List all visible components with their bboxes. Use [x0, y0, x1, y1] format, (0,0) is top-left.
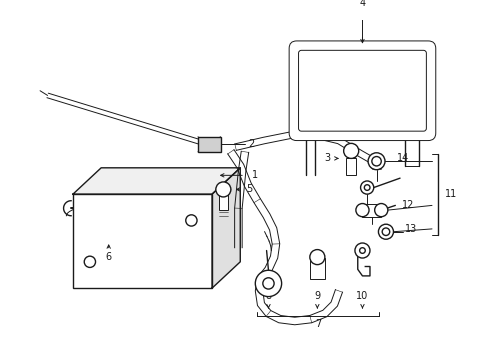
Circle shape — [215, 182, 230, 197]
Text: 10: 10 — [356, 291, 368, 301]
Text: 5: 5 — [245, 184, 252, 194]
Bar — [362, 203, 381, 217]
Circle shape — [84, 256, 95, 267]
Circle shape — [343, 143, 358, 158]
Bar — [73, 194, 212, 288]
Text: 3: 3 — [324, 153, 330, 163]
Circle shape — [359, 248, 365, 253]
Text: 14: 14 — [396, 153, 408, 163]
Circle shape — [371, 157, 381, 166]
Circle shape — [367, 153, 384, 170]
Text: 1: 1 — [251, 170, 257, 180]
Polygon shape — [73, 168, 240, 194]
Text: 12: 12 — [401, 201, 413, 210]
Circle shape — [374, 203, 387, 217]
Circle shape — [360, 181, 373, 194]
Text: 7: 7 — [314, 319, 321, 329]
Bar — [309, 258, 324, 279]
Text: 6: 6 — [105, 252, 112, 262]
Text: 11: 11 — [444, 189, 456, 199]
Circle shape — [364, 185, 369, 190]
Bar — [346, 158, 355, 175]
Text: 8: 8 — [265, 291, 271, 301]
Circle shape — [354, 243, 369, 258]
Circle shape — [255, 270, 281, 297]
FancyBboxPatch shape — [288, 41, 435, 140]
Circle shape — [309, 249, 324, 265]
Circle shape — [382, 228, 389, 235]
Text: 9: 9 — [314, 291, 320, 301]
Bar — [218, 189, 227, 210]
FancyBboxPatch shape — [298, 50, 426, 131]
Circle shape — [355, 203, 368, 217]
Circle shape — [185, 215, 197, 226]
Bar — [198, 137, 220, 152]
Circle shape — [262, 278, 274, 289]
Polygon shape — [212, 168, 240, 288]
Circle shape — [378, 224, 393, 239]
Text: 4: 4 — [359, 0, 365, 8]
Text: 2: 2 — [248, 139, 254, 149]
Text: 13: 13 — [404, 224, 416, 234]
